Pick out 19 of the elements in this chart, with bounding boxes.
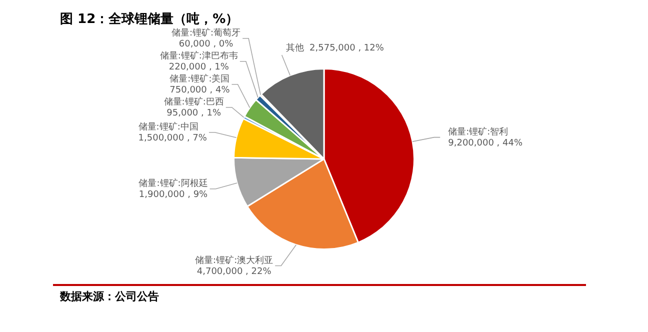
data-label: 95,000 , 1% bbox=[166, 108, 222, 119]
data-label: 60,000 , 0% bbox=[178, 40, 234, 50]
slice-label: 储量:锂矿:津巴布韦 bbox=[160, 50, 238, 62]
data-label: 220,000 , 1% bbox=[168, 62, 230, 73]
slice-label: 储量:锂矿:阿根廷 bbox=[138, 178, 208, 190]
slice-label: 储量:锂矿:智利 bbox=[448, 126, 508, 138]
data-label: 750,000 , 4% bbox=[170, 86, 230, 96]
slice-label: 储量:锂矿:葡萄牙 bbox=[172, 28, 241, 39]
data-label: 9,200,000 , 44% bbox=[448, 138, 523, 149]
slice-label: 其他 2,575,000 , 12% bbox=[286, 42, 384, 54]
slice-label: 储量:锂矿:澳大利亚 bbox=[195, 255, 274, 266]
chart-title: 图 12：全球锂储量（吨，%） bbox=[60, 11, 239, 28]
slice-label: 储量:锂矿:中国 bbox=[138, 122, 198, 133]
data-label: 1,500,000 , 7% bbox=[138, 134, 208, 144]
data-label: 1,900,000 , 9% bbox=[138, 190, 208, 200]
slice-label: 储量:锂矿:巴西 bbox=[164, 96, 224, 108]
data-label: 4,700,000 , 22% bbox=[196, 267, 272, 278]
source-note: 数据来源：公司公告 bbox=[60, 289, 159, 304]
slice-label: 储量:锂矿:美国 bbox=[170, 74, 230, 85]
